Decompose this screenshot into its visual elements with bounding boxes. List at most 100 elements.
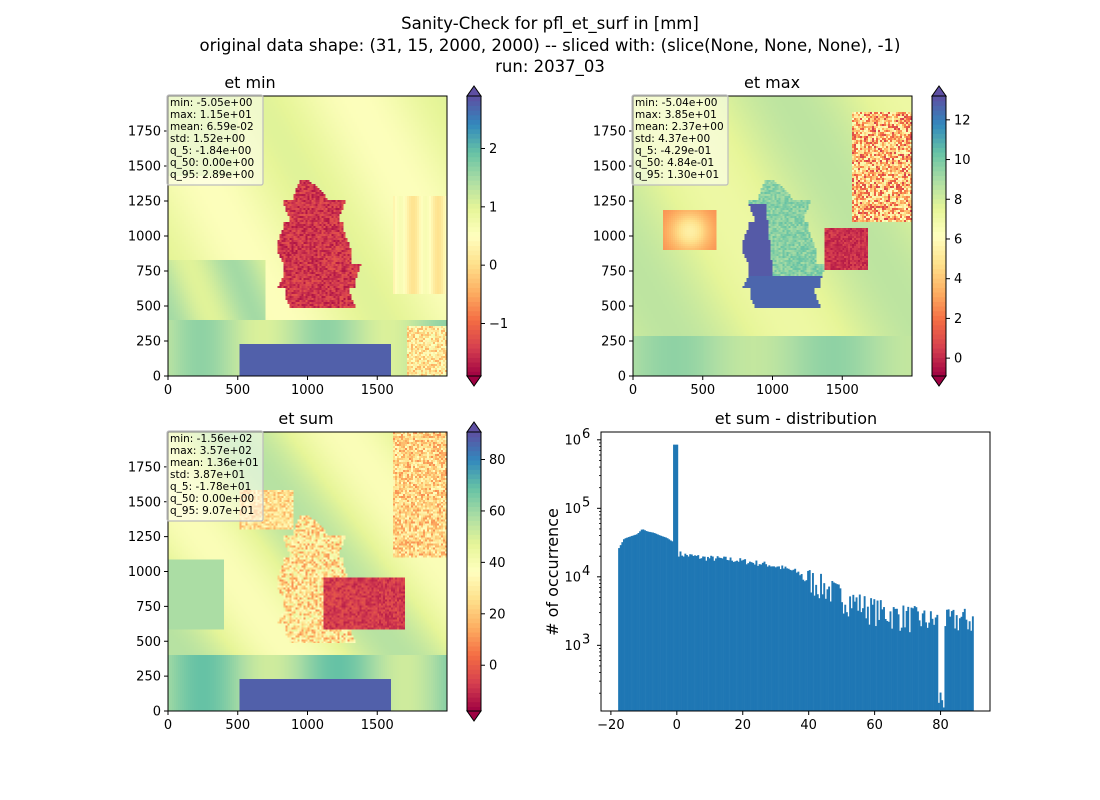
colorbar-tick-label: 20 [489,607,506,622]
colorbar-segment [467,534,481,540]
colorbar-segment [467,520,481,526]
histogram-bar [729,557,732,711]
histogram-bar [824,598,827,711]
y-tick-label: 1250 [128,530,161,545]
colorbar-segment [467,170,481,176]
histogram-bar [698,558,701,711]
histogram-bar [681,555,684,711]
colorbar-segment [932,147,946,153]
colorbar-segment [467,552,481,559]
colorbar-segment [467,194,481,200]
histogram-bar [900,627,903,711]
histogram-bar [758,564,761,711]
histogram-bar [718,557,721,711]
y-tick-label: 1250 [128,195,161,210]
colorbar-segment [932,352,946,358]
colorbar-segment [467,362,481,368]
histogram-bar [899,630,902,711]
colorbar-segment [467,650,481,656]
colorbar-tick-label: 0 [489,659,497,674]
histogram-bar [970,630,973,711]
colorbar-segment [467,250,481,256]
colorbar-segment [932,226,946,232]
colorbar-segment [467,292,481,298]
y-tick-label: 1000 [593,230,626,245]
colorbar-segment [467,543,481,549]
colorbar-segment [467,506,481,512]
colorbar-segment [932,292,946,298]
colorbar-segment [467,673,481,680]
colorbar-segment [467,282,481,288]
histogram-bar [736,560,738,711]
histogram-bar [904,627,906,711]
colorbar-segment [467,366,481,372]
histogram-bar [845,612,848,711]
histogram-bar [703,556,706,711]
colorbar-segment [467,315,481,321]
histogram-bar [918,620,921,711]
histogram-bar [855,597,858,711]
colorbar-frame [931,95,947,377]
colorbar-segment [467,231,481,237]
histogram-bar [933,624,936,711]
histogram-bar [971,616,974,711]
x-tick-label: 20 [734,718,751,733]
histogram-bar [631,535,633,711]
colorbar-segment [467,338,481,344]
histogram-bar [650,532,653,711]
panel-title: et sum [278,409,333,428]
histogram-bar [925,622,927,711]
colorbar-segment [467,203,481,209]
histogram-bar [781,565,784,711]
colorbar-segment [467,678,481,684]
colorbar-segment [467,212,481,218]
colorbar-segment [932,357,946,363]
colorbar-segment [467,487,481,494]
histogram-bar [711,556,714,711]
histogram-bar [897,614,900,711]
histogram-bar [873,599,876,711]
histogram-bar [947,609,950,711]
histogram-bar [694,555,696,711]
colorbar-segment [932,334,946,340]
histogram-bar [862,608,864,711]
x-tick-label: 1500 [826,383,859,398]
figure-title: Sanity-Check for pfl_et_surf in [mm] [401,14,699,34]
histogram-bar [926,627,929,711]
stats-line: q_50: 4.84e-01 [635,157,714,169]
colorbar-segment [467,371,481,377]
colorbar-segment [467,268,481,274]
colorbar-segment [467,128,481,134]
colorbar-segment [932,142,946,148]
histogram-bar [750,562,753,711]
stats-box-background [166,94,264,186]
colorbar-segment [467,608,481,614]
histogram-bar [892,607,895,711]
histogram-bar [753,564,756,711]
colorbar-segment [467,240,481,246]
x-tick-label: 500 [225,718,250,733]
histogram-bar [637,532,640,711]
histogram-bar [944,626,947,711]
histogram-bar [692,555,695,711]
y-tick-label: 10 [564,570,581,585]
panel-et-min: et min 0 500 1000 1500 0 250 500 750 1000 1250 15… [128,73,508,398]
colorbar-segment [932,128,946,134]
histogram-bar [920,626,923,711]
histogram-bar [910,607,913,711]
histogram-bar [881,609,884,711]
histogram-bar [878,619,881,711]
colorbar-segment [932,273,946,279]
x-tick-label: 1500 [361,718,394,733]
histogram-bar [916,611,919,711]
histogram-bar [857,610,860,711]
colorbar-segment [932,124,946,130]
colorbar-segment [467,138,481,144]
panel-et-sum: et sum 0 500 1000 1500 0 250 500 750 1000 1250 15… [128,409,506,733]
colorbar-segment [932,119,946,125]
histogram-bar [868,624,871,711]
colorbar-segment [467,455,481,461]
histogram-bar [765,564,768,711]
histogram-bar [789,569,792,711]
